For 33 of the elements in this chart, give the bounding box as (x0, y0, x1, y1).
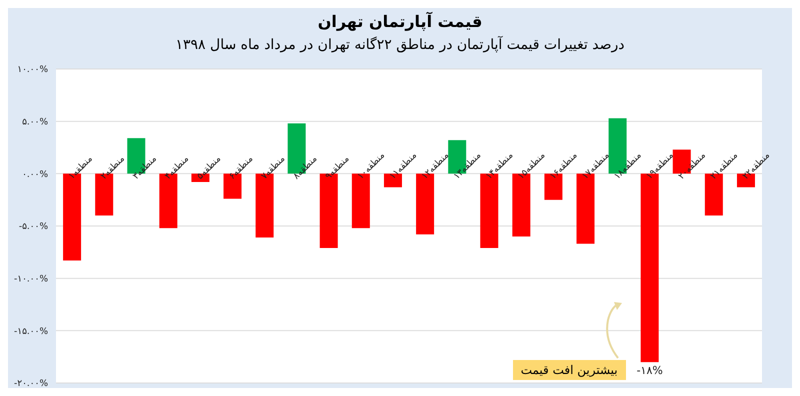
annotation: بیشترین افت قیمت (512, 360, 626, 380)
x-tick-label: منطقه۸ (292, 154, 320, 182)
x-tick-label: منطقه۵ (195, 154, 224, 182)
x-tick-label: منطقه۱ (67, 154, 95, 182)
x-tick-label: منطقه۲ (99, 154, 127, 182)
x-tick-label: منطقه۱۷ (580, 150, 612, 182)
data-label: -۱۸% (636, 364, 663, 378)
x-tick-label: منطقه۲۲ (741, 150, 772, 182)
x-tick-label: منطقه۱۸ (612, 150, 644, 182)
y-tick-label: ۱۰.۰۰% (17, 65, 48, 76)
x-tick-label: منطقه۶ (228, 154, 256, 182)
x-tick-label: منطقه۲۱ (708, 150, 740, 182)
x-tick-label: منطقه۱۴ (484, 150, 516, 182)
y-tick-label: -۱۰.۰۰% (14, 274, 48, 285)
y-tick-label: -۱۵.۰۰% (14, 326, 48, 337)
y-tick-label: ۵.۰۰% (22, 118, 48, 128)
x-tick-label: منطقه۹ (324, 154, 352, 182)
x-tick-label: منطقه۲۰ (676, 150, 708, 182)
y-tick-label: -۵.۰۰% (18, 222, 48, 232)
y-tick-label: ۰.۰۰% (22, 170, 48, 180)
x-tick-label: منطقه۱۳ (452, 150, 484, 182)
chart-title: قیمت آپارتمان تهران (316, 10, 484, 31)
x-tick-label: منطقه۱۹ (644, 150, 676, 182)
y-tick-label: -۲۰.۰۰% (14, 379, 48, 390)
x-tick-label: منطقه۱۰ (356, 150, 388, 182)
x-tick-label: منطقه۱۶ (548, 150, 580, 182)
x-tick-label: منطقه۱۲ (420, 150, 452, 182)
chart-subtitle: درصد تغییرات قیمت آپارتمان در مناطق ۲۲گانه تهران در مرداد ماه سال ۱۳۹۸ (174, 37, 626, 53)
x-tick-label: منطقه۷ (260, 154, 288, 182)
x-tick-label: منطقه۱۵ (516, 150, 548, 182)
x-tick-label: منطقه۱۱ (388, 150, 420, 182)
x-tick-label: منطقه۴ (163, 154, 192, 182)
x-tick-label: منطقه۳ (131, 154, 160, 182)
